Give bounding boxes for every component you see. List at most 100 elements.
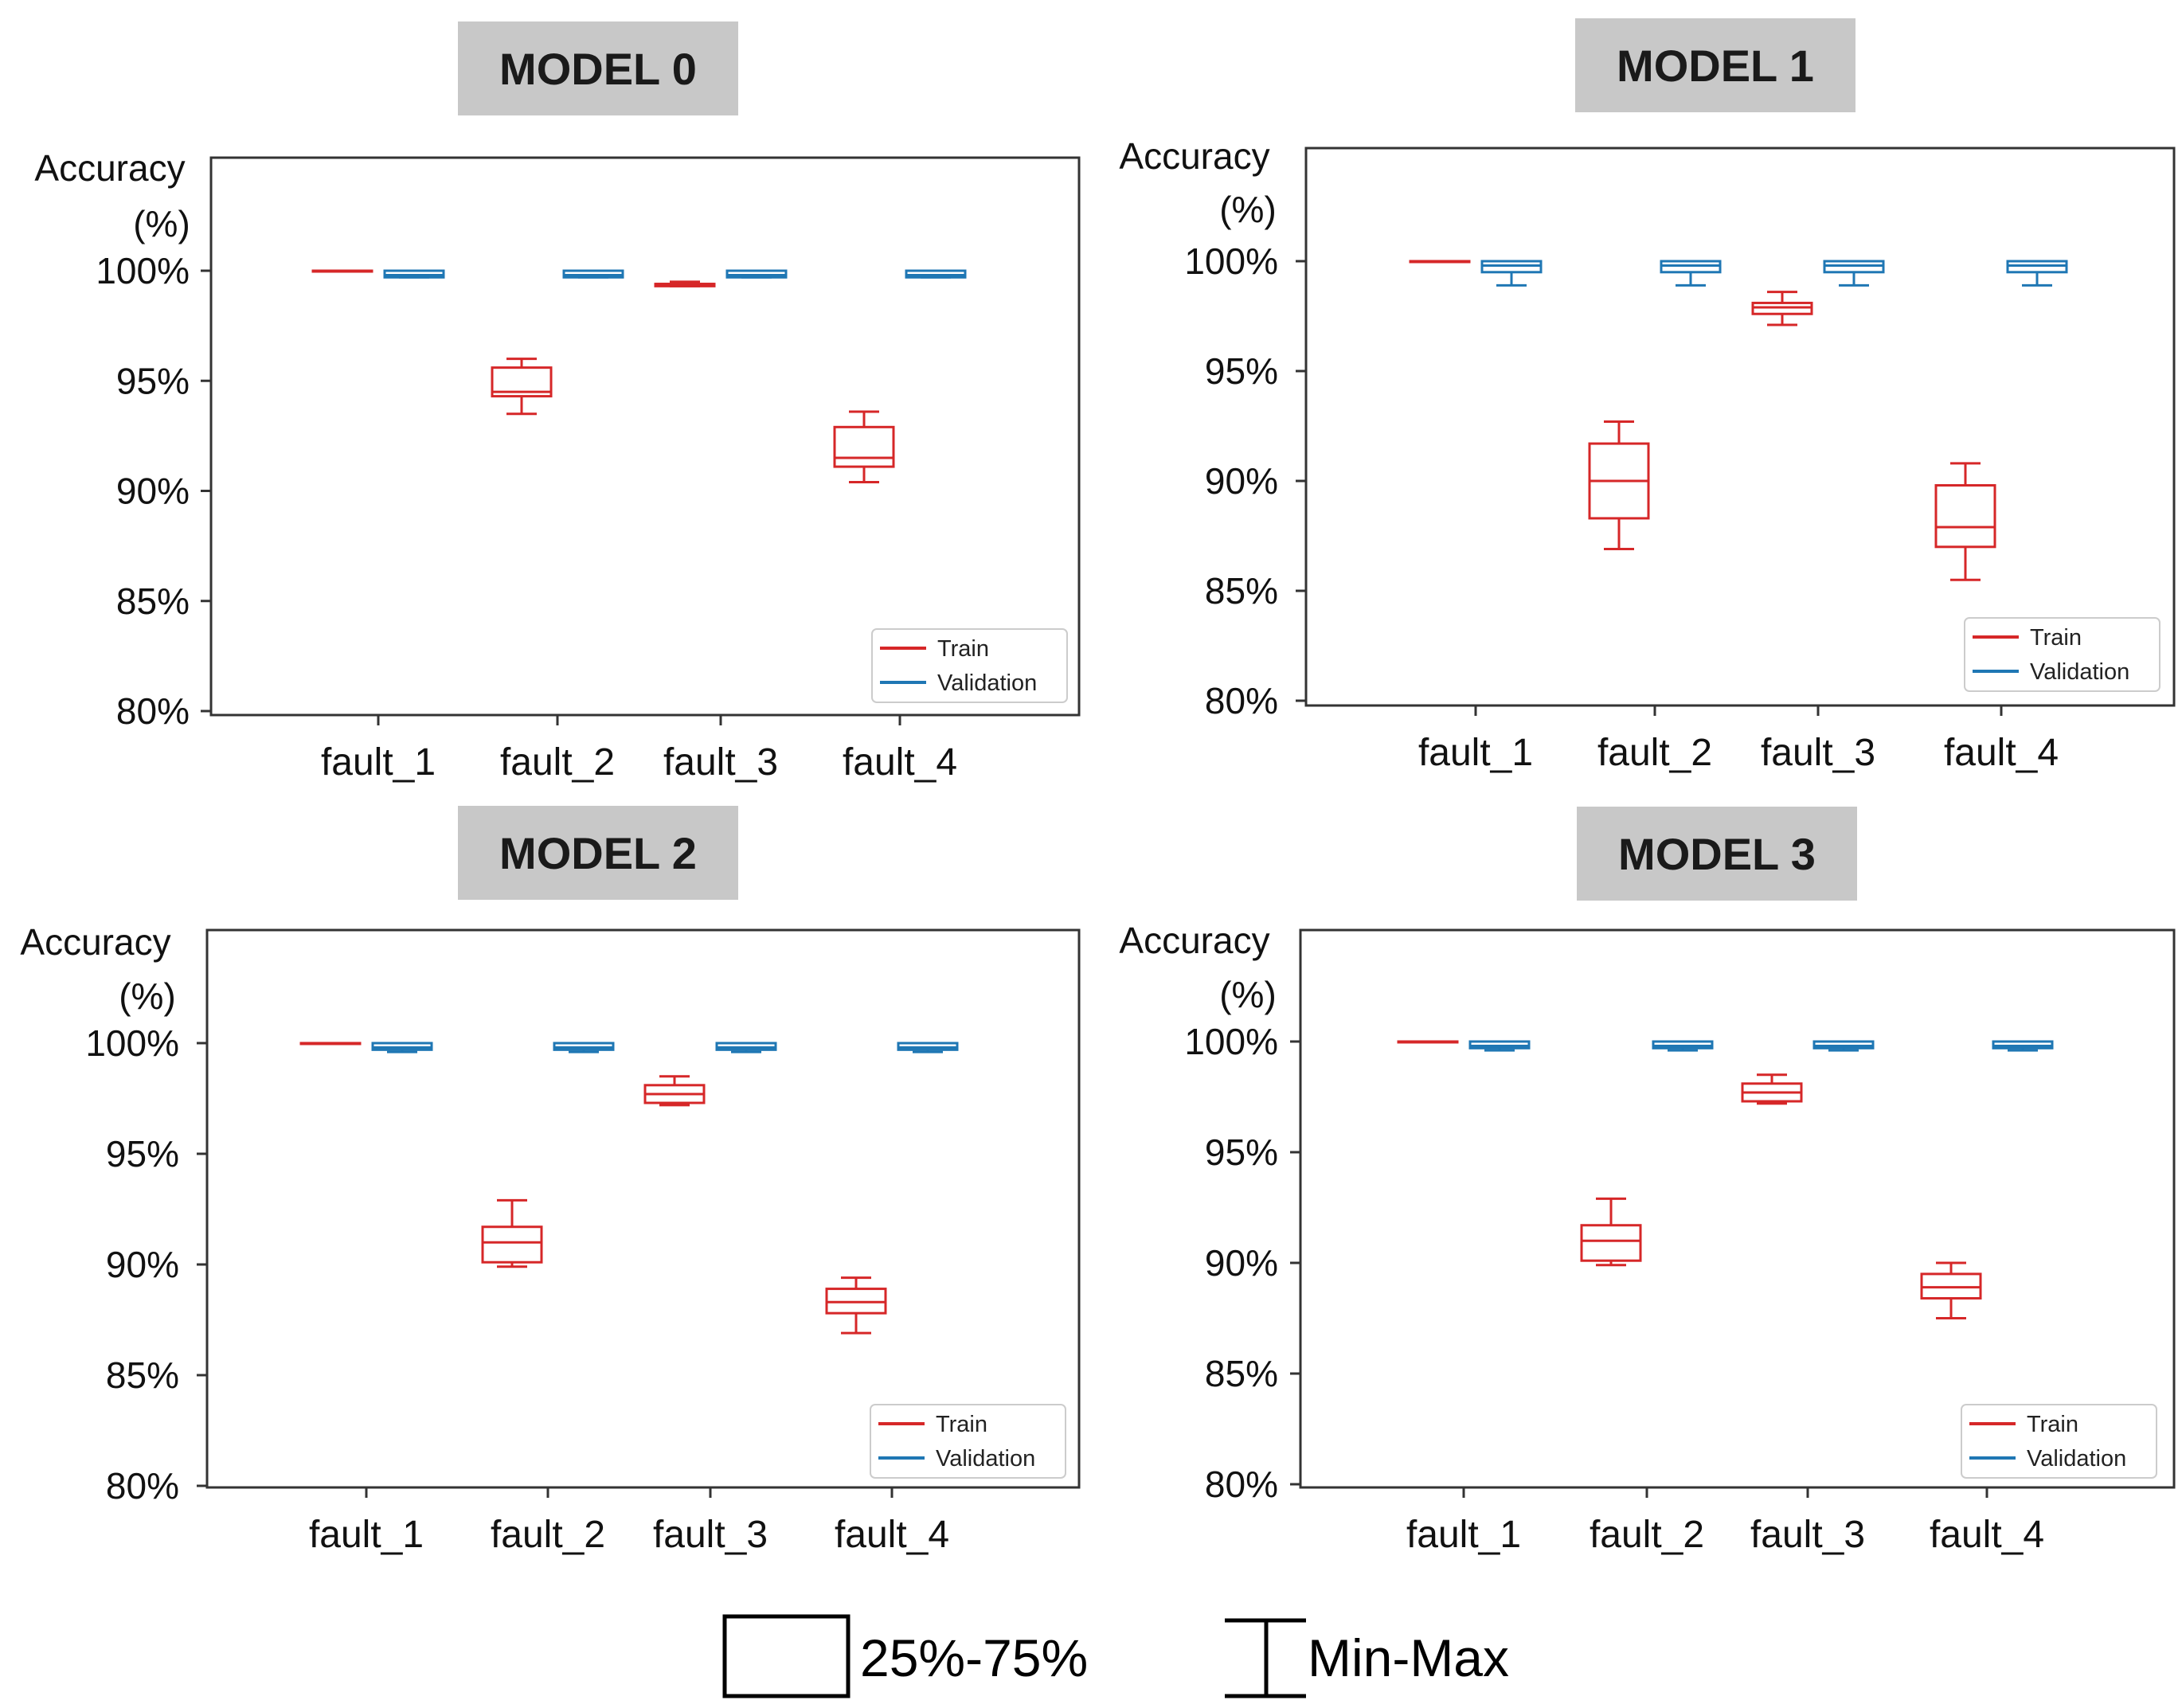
validation-box-fault_3 [1823, 260, 1885, 287]
validation-box-fault_1 [1468, 1040, 1531, 1052]
validation-box-fault_3 [715, 1042, 777, 1053]
x-tick-label: fault_2 [1590, 1514, 1704, 1556]
x-tick-label: fault_4 [1930, 1514, 2044, 1556]
iqr-box [833, 425, 895, 468]
plot-frame [1304, 147, 2176, 707]
x-tick-label: fault_1 [1418, 732, 1533, 774]
y-tick-label: 95% [1205, 1132, 1278, 1173]
chart-title-box [1577, 807, 1857, 901]
y-tick-label: 85% [1205, 570, 1278, 612]
legend-label-train: Train [2030, 625, 2082, 651]
y-tick-label: 80% [1205, 680, 1278, 721]
iqr-box [1580, 1224, 1642, 1262]
y-tick-label: 80% [106, 1465, 179, 1507]
x-tick-label: fault_1 [321, 741, 436, 784]
y-tick-label: 90% [116, 471, 190, 512]
y-axis-label-unit: (%) [1219, 189, 1277, 230]
train-box-fault_2 [491, 358, 553, 416]
train-box-fault_3 [654, 280, 716, 287]
train-box-fault_4 [1934, 462, 1996, 581]
x-tick-label: fault_3 [1750, 1514, 1865, 1556]
validation-box-fault_3 [1812, 1040, 1875, 1052]
chart-legend: Train Validation [871, 628, 1068, 703]
train-box-fault_4 [833, 410, 895, 483]
train-box-fault_3 [643, 1075, 706, 1107]
key-box-label: 25%-75% [860, 1628, 1088, 1687]
y-axis-label: Accuracy [20, 921, 170, 963]
plot-frame [1299, 928, 2176, 1489]
train-box-fault_1 [1409, 260, 1471, 264]
chart-title: MODEL 3 [1618, 829, 1816, 879]
y-tick-label: 85% [106, 1354, 179, 1396]
y-tick-label: 80% [1205, 1464, 1278, 1505]
validation-box-fault_3 [725, 269, 788, 279]
validation-box-fault_4 [905, 269, 967, 279]
x-tick-label: fault_3 [653, 1514, 768, 1556]
y-axis-label-unit: (%) [1219, 974, 1277, 1015]
train-box-fault_1 [299, 1042, 362, 1046]
legend-label-train: Train [937, 636, 989, 662]
box-plot-key: 25%-75% Min-Max [722, 1614, 1509, 1698]
chart-title-box [1575, 18, 1855, 112]
chart-legend: Train Validation [1964, 617, 2160, 692]
x-tick-label: fault_1 [309, 1514, 424, 1556]
y-tick-label: 100% [96, 250, 190, 291]
y-tick-label: 90% [1205, 1242, 1278, 1284]
train-box-fault_2 [1588, 420, 1650, 551]
y-tick-label: 90% [106, 1244, 179, 1285]
chart-title-box [458, 21, 738, 115]
y-tick-label: 95% [1205, 350, 1278, 392]
y-axis-label-unit: (%) [119, 975, 176, 1017]
y-tick-label: 100% [1184, 1021, 1278, 1062]
key-whisker-label: Min-Max [1308, 1628, 1509, 1687]
legend-label-validation: Validation [936, 1446, 1035, 1472]
chart-legend: Train Validation [1961, 1404, 2157, 1479]
train-box-fault_1 [311, 269, 373, 273]
y-tick-label: 95% [116, 360, 190, 401]
validation-box-fault_2 [553, 1042, 615, 1053]
chart-panel-2: MODEL 2 Accuracy (%) 100% 95% 90% 85% 80% fault_… [20, 806, 1081, 1556]
y-axis-label: Accuracy [34, 147, 185, 189]
chart-title: MODEL 1 [1617, 41, 1814, 91]
x-tick-label: fault_2 [491, 1514, 605, 1556]
train-box-fault_4 [825, 1276, 887, 1335]
y-axis-label: Accuracy [1119, 135, 1269, 177]
x-tick-label: fault_4 [843, 741, 957, 784]
legend-label-train: Train [2027, 1412, 2078, 1437]
chart-panel-3: MODEL 3 Accuracy (%) 100% 95% 90% 85% 80% fault_… [1119, 807, 2176, 1556]
y-tick-label: 90% [1205, 460, 1278, 502]
validation-box-fault_1 [1480, 260, 1543, 287]
x-tick-label: fault_4 [1944, 732, 2059, 774]
legend-label-train: Train [936, 1412, 987, 1437]
chart-title: MODEL 2 [499, 828, 697, 878]
validation-box-fault_2 [1652, 1040, 1714, 1052]
validation-box-fault_1 [383, 269, 445, 279]
train-box-fault_3 [1741, 1073, 1803, 1105]
chart-title-box [458, 806, 738, 900]
chart-panel-0: MODEL 0 Accuracy (%) 100% 95% 90% 85% 80% fault_… [34, 21, 1081, 784]
validation-box-fault_4 [1992, 1040, 2054, 1052]
y-tick-label: 100% [85, 1022, 179, 1064]
iqr-box [491, 366, 553, 398]
validation-box-fault_4 [897, 1042, 959, 1053]
iqr-box [481, 1225, 543, 1264]
chart-title: MODEL 0 [499, 44, 697, 94]
legend-label-validation: Validation [2030, 659, 2129, 685]
x-tick-label: fault_2 [500, 741, 615, 784]
y-tick-label: 80% [116, 690, 190, 732]
y-axis-label: Accuracy [1119, 920, 1269, 961]
y-tick-label: 100% [1184, 240, 1278, 282]
y-axis-label-unit: (%) [133, 203, 190, 244]
x-tick-label: fault_3 [663, 741, 778, 784]
iqr-box [1934, 484, 1996, 549]
train-box-fault_2 [1580, 1197, 1642, 1267]
y-tick-label: 95% [106, 1133, 179, 1174]
x-tick-label: fault_4 [835, 1514, 949, 1556]
y-tick-label: 85% [116, 580, 190, 622]
chart-panel-1: MODEL 1 Accuracy (%) 100% 95% 90% 85% 80% fault_… [1119, 18, 2176, 774]
validation-box-fault_1 [371, 1042, 433, 1053]
train-box-fault_4 [1920, 1261, 1982, 1319]
y-tick-label: 85% [1205, 1353, 1278, 1394]
validation-box-fault_2 [562, 269, 624, 279]
